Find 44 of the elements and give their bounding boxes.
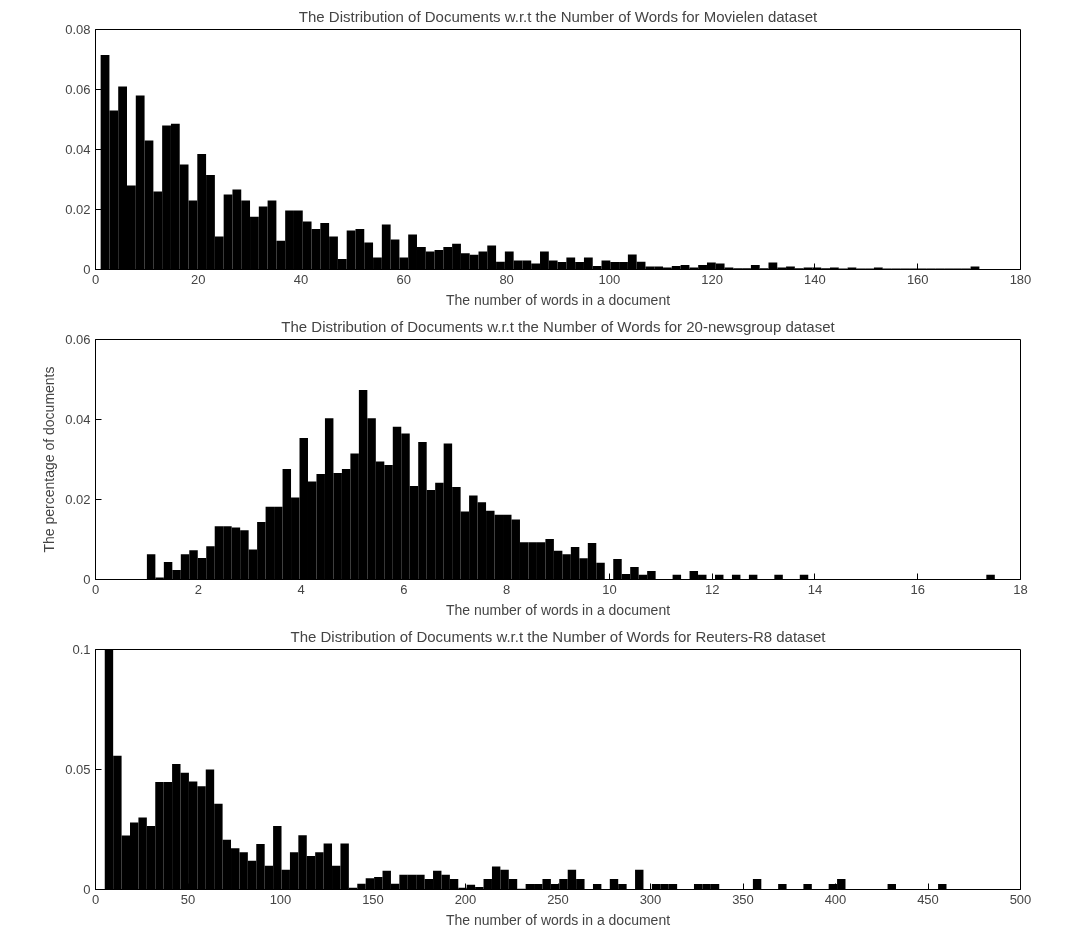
x-tick-label: 140 <box>804 271 826 287</box>
x-tick-label: 100 <box>269 891 292 907</box>
y-tick-label: 0.08 <box>65 22 91 37</box>
x-tick-label: 60 <box>396 271 412 287</box>
x-tick-label: 180 <box>1009 271 1032 287</box>
x-tick-label: 40 <box>293 271 309 287</box>
x-tick-label: 160 <box>906 271 929 287</box>
x-tick-label: 150 <box>362 891 384 907</box>
x-axis-title: The number of words in a document <box>445 291 671 308</box>
y-tick-label: 0.1 <box>72 642 91 657</box>
y-tick-label: 0.04 <box>65 142 91 157</box>
chart-title: The Distribution of Documents w.r.t the Number of Words for Movielen dataset <box>298 7 818 25</box>
chart-title: The Distribution of Documents w.r.t the Number of Words for 20-newsgroup dataset <box>281 317 836 335</box>
y-axis-title: The percentage of documents <box>41 366 58 553</box>
x-tick-label: 500 <box>1009 891 1032 907</box>
x-tick-label: 16 <box>910 581 925 597</box>
x-tick-label: 6 <box>400 581 408 597</box>
y-tick-label: 0.06 <box>65 332 91 347</box>
x-tick-label: 18 <box>1013 581 1028 597</box>
x-tick-label: 14 <box>807 581 823 597</box>
x-tick-label: 400 <box>824 891 847 907</box>
x-axis-title: The number of words in a document <box>445 911 671 928</box>
y-tick-label: 0.02 <box>65 202 91 217</box>
y-tick-label: 0.02 <box>65 492 91 507</box>
x-tick-label: 10 <box>602 581 617 597</box>
x-tick-label: 12 <box>704 581 720 597</box>
x-tick-label: 50 <box>180 891 196 907</box>
x-axis-title: The number of words in a document <box>445 601 671 618</box>
y-tick-label: 0.06 <box>65 82 91 97</box>
x-tick-label: 450 <box>917 891 939 907</box>
x-tick-label: 300 <box>639 891 662 907</box>
y-tick-label: 0.04 <box>65 412 91 427</box>
y-tick-label: 0.05 <box>65 762 91 777</box>
chart-title: The Distribution of Documents w.r.t the Number of Words for Reuters-R8 dataset <box>290 627 827 645</box>
x-tick-label: 200 <box>454 891 477 907</box>
x-tick-label: 20 <box>191 271 206 287</box>
x-tick-label: 4 <box>297 581 305 597</box>
x-tick-label: 120 <box>701 271 724 287</box>
x-tick-label: 2 <box>194 581 202 597</box>
x-tick-label: 8 <box>503 581 511 597</box>
x-tick-label: 350 <box>732 891 754 907</box>
x-tick-label: 100 <box>598 271 621 287</box>
x-tick-label: 250 <box>547 891 569 907</box>
x-tick-label: 80 <box>499 271 514 287</box>
